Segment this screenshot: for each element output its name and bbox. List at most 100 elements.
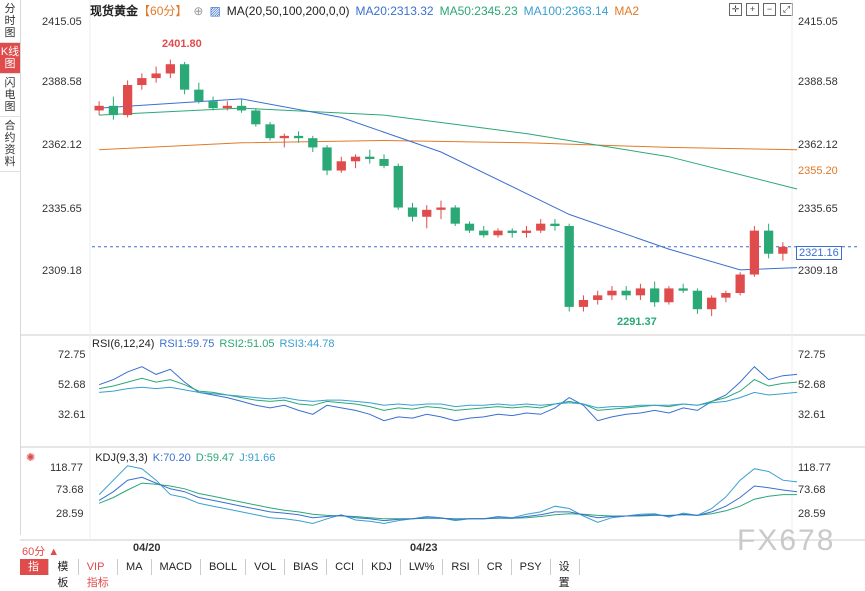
price-level-left-2: 2362.12	[42, 139, 82, 151]
tab-indicators[interactable]: 指标	[20, 559, 50, 589]
candle-body-42	[692, 290, 703, 310]
zoom-in-icon[interactable]: +	[746, 3, 759, 16]
tab-macd[interactable]: MACD	[152, 559, 201, 575]
price-level-right-4: 2309.18	[798, 265, 838, 277]
candle-body-11	[251, 110, 261, 125]
candle-body-37	[621, 290, 631, 296]
candle-body-3	[137, 78, 147, 86]
ma-icon[interactable]: ▨	[209, 4, 221, 18]
ma2-value: MA2	[614, 4, 640, 18]
candle-body-26	[464, 223, 475, 231]
tab-vol[interactable]: VOL	[246, 559, 286, 575]
candle-body-4	[151, 73, 161, 79]
candle-body-21	[393, 165, 403, 208]
tab-flash-chart[interactable]: 闪电图	[0, 74, 20, 117]
candle-body-27	[479, 230, 489, 236]
tab-boll[interactable]: BOLL	[201, 559, 247, 575]
rsi-level-right-2: 32.61	[798, 409, 826, 421]
tab-settings[interactable]: 设置	[551, 559, 580, 589]
ma100-price-tag: 2355.20	[798, 165, 838, 177]
tab-template[interactable]: 模板	[49, 559, 79, 589]
tab-rsi[interactable]: RSI	[443, 559, 479, 575]
kdj-k-line	[98, 476, 798, 522]
current-price-tag: 2321.16	[796, 246, 842, 260]
crosshair-icon[interactable]: ✛	[729, 3, 742, 16]
candle-body-33	[564, 226, 574, 307]
candle-body-13	[279, 135, 289, 139]
low-annotation: 2291.37	[617, 316, 657, 328]
tab-bias[interactable]: BIAS	[285, 559, 328, 575]
kdj-level-right-2: 28.59	[798, 508, 826, 520]
kdj-level-left-0: 118.77	[50, 462, 83, 474]
candle-body-45	[735, 274, 745, 294]
candle-body-31	[536, 223, 546, 231]
candle-body-17	[336, 161, 346, 171]
sidebar: 分时图 K线图 闪电图 合约资料	[0, 0, 21, 535]
tab-ma[interactable]: MA	[118, 559, 152, 575]
ma100-line	[99, 139, 798, 151]
rsi-level-left-2: 32.61	[58, 409, 86, 421]
candle-body-47	[764, 230, 774, 254]
rsi2-value: RSI2:51.05	[219, 338, 275, 350]
kdj-d-value: D:59.47	[195, 452, 235, 464]
rsi-header: RSI(6,12,24) RSI1:59.75 RSI2:51.05 RSI3:44.…	[92, 338, 340, 350]
high-annotation: 2401.80	[162, 38, 202, 50]
candle-body-40	[664, 288, 674, 303]
date-label-1: 04/23	[410, 542, 438, 554]
watermark: FX678	[737, 524, 836, 557]
candle-body-44	[721, 293, 731, 298]
candle-body-38	[635, 288, 646, 296]
candle-body-29	[507, 230, 517, 233]
candle-body-39	[650, 288, 660, 303]
tab-contract-info[interactable]: 合约资料	[0, 117, 20, 172]
date-label-0: 04/20	[133, 542, 161, 554]
ma20-value: MA20:2313.32	[355, 4, 434, 18]
candle-body-36	[607, 290, 617, 296]
tab-cr[interactable]: CR	[479, 559, 512, 575]
candle-body-30	[521, 230, 532, 233]
rsi1-line	[98, 365, 798, 422]
tab-psy[interactable]: PSY	[512, 559, 551, 575]
candle-body-1	[108, 105, 118, 116]
candle-body-15	[308, 138, 318, 148]
tab-cci[interactable]: CCI	[327, 559, 364, 575]
candle-body-6	[179, 64, 190, 90]
ma50-value: MA50:2345.23	[439, 4, 518, 18]
candle-body-16	[322, 147, 332, 171]
rsi-level-right-1: 52.68	[798, 379, 826, 391]
kdj-level-left-1: 73.68	[56, 484, 84, 496]
rsi-level-left-0: 72.75	[58, 349, 86, 361]
price-level-right-3: 2335.65	[798, 203, 838, 215]
period-label: 60分	[22, 546, 46, 558]
settings-icon[interactable]: ⊕	[193, 4, 204, 18]
candle-body-12	[265, 124, 275, 139]
ma50-line	[99, 107, 798, 190]
kdj-level-right-0: 118.77	[798, 462, 831, 474]
tab-time-chart[interactable]: 分时图	[0, 0, 20, 43]
price-level-right-0: 2415.05	[798, 16, 838, 28]
rsi3-line	[99, 386, 798, 409]
tab-lw[interactable]: LW%	[401, 559, 444, 575]
period-button[interactable]: 60分 ▲	[22, 546, 60, 558]
chart-canvas[interactable]	[0, 0, 865, 560]
candle-body-25	[450, 207, 460, 224]
tab-kline-chart[interactable]: K线图	[0, 43, 20, 74]
rsi1-value: RSI1:59.75	[159, 338, 215, 350]
tab-vip-indicators[interactable]: VIP指标	[79, 559, 119, 589]
candle-body-19	[365, 156, 375, 159]
price-level-left-3: 2335.65	[42, 203, 82, 215]
candle-body-46	[749, 230, 760, 275]
kdj-settings-icon[interactable]: ✺	[26, 452, 36, 464]
kdj-title: KDJ(9,3,3)	[95, 452, 148, 464]
ma20-line	[99, 98, 798, 271]
candle-body-20	[379, 158, 389, 166]
tab-kdj[interactable]: KDJ	[363, 559, 401, 575]
candle-body-18	[350, 156, 361, 162]
price-level-left-4: 2309.18	[42, 265, 82, 277]
zoom-out-icon[interactable]: −	[763, 3, 776, 16]
candle-body-9	[222, 105, 232, 109]
kdj-level-left-2: 28.59	[56, 508, 84, 520]
candle-body-34	[578, 299, 589, 307]
price-level-right-1: 2388.58	[798, 76, 838, 88]
rsi3-value: RSI3:44.78	[279, 338, 335, 350]
